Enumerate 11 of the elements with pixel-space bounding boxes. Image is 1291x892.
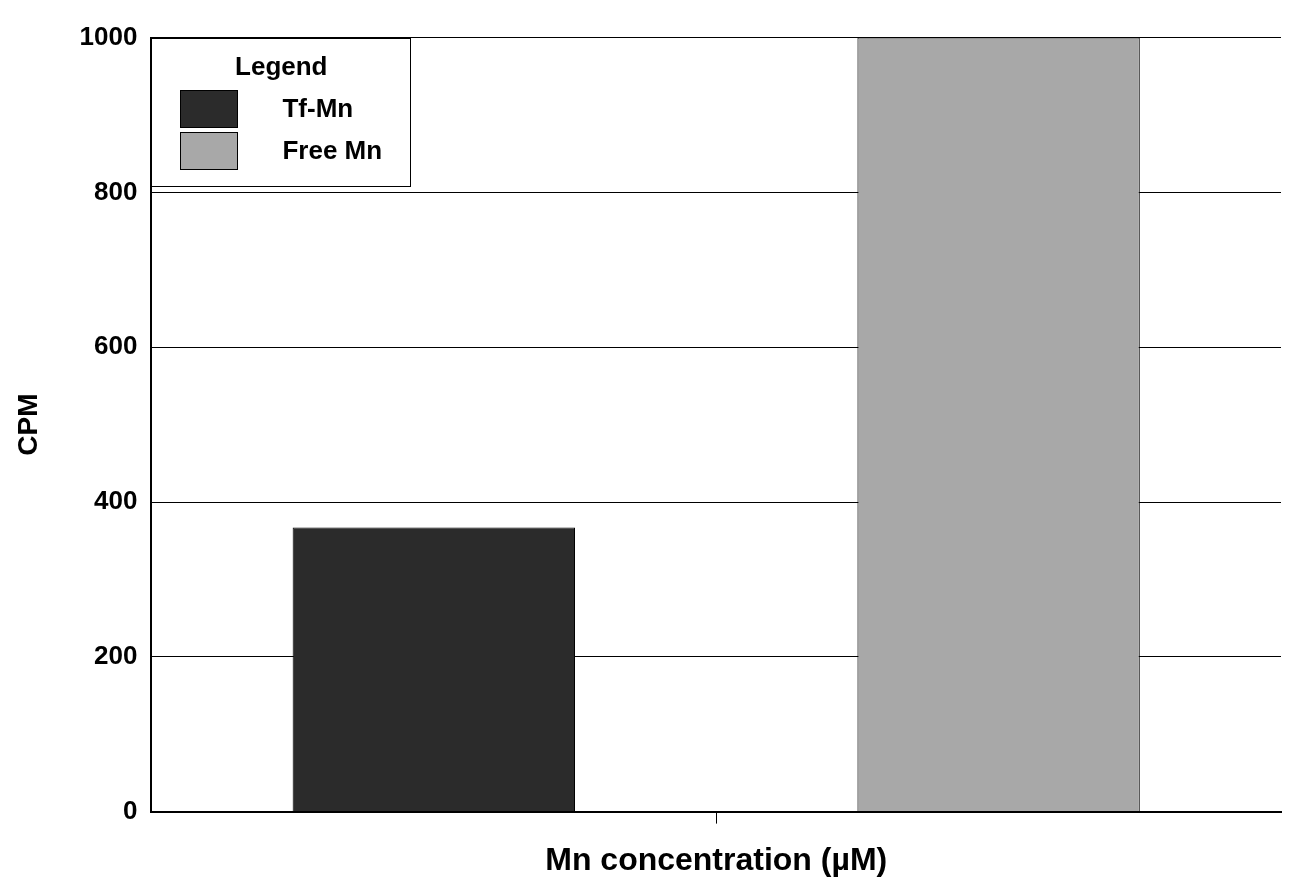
y-tick-label: 400 [94, 485, 138, 516]
y-tick-label: 1000 [79, 20, 138, 51]
legend-label: Free Mn [282, 135, 383, 167]
x-axis-title: Mn concentration (µM) [545, 840, 888, 877]
y-tick-label: 200 [94, 639, 138, 670]
y-tick-label: 600 [94, 330, 138, 361]
y-axis-title: CPM [11, 393, 43, 456]
legend-title: Legend [234, 50, 329, 82]
y-tick-label: 800 [94, 175, 138, 206]
y-tick-label: 0 [122, 794, 138, 825]
legend-label: Tf-Mn [282, 93, 354, 125]
